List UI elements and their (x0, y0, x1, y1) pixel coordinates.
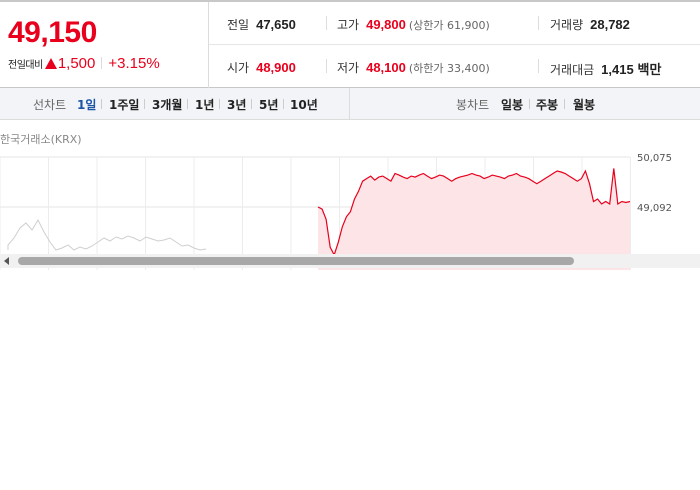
open-label: 시가 (227, 61, 250, 75)
tab-divider (283, 99, 284, 109)
y-tick-label: 50,075 (637, 153, 672, 164)
up-triangle-icon (44, 58, 57, 69)
chart-tabs: 선차트 1일 1주일 3개월 1년 3년 5년 10년 봉차트 일봉 주봉 월봉 (0, 88, 700, 120)
scroll-left-arrow-icon[interactable] (4, 257, 9, 265)
prev-close-value: 47,650 (256, 17, 296, 32)
stock-widget: 49,150 전일대비 1,500 +3.15% 전일 47,650 고가 49,800… (0, 0, 700, 270)
price-box: 49,150 전일대비 1,500 +3.15% (0, 2, 209, 88)
scroll-thumb[interactable] (18, 257, 574, 265)
change-divider (101, 57, 103, 69)
stats-divider (326, 59, 327, 73)
high-stat: 고가 49,800 (상한가 61,900) (337, 16, 490, 33)
low-label: 저가 (337, 61, 360, 75)
tab-3years[interactable]: 3년 (227, 98, 247, 112)
change-rate: +3.15% (108, 55, 160, 72)
candle-chart-tabs: 봉차트 일봉 주봉 월봉 (351, 88, 700, 119)
tab-divider (187, 99, 188, 109)
low-stat: 저가 48,100 (하한가 33,400) (337, 59, 490, 76)
lower-limit: (하한가 33,400) (408, 62, 490, 75)
tab-divider (251, 99, 252, 109)
stats-row-1: 전일 47,650 고가 49,800 (상한가 61,900) 거래량 28,782 (209, 2, 700, 45)
y-tick-label: 49,092 (637, 203, 672, 214)
trade-value-stat: 거래대금 1,415 백만 (550, 59, 661, 78)
tab-divider (564, 99, 565, 109)
stats-divider (538, 16, 539, 30)
volume-stat: 거래량 28,782 (550, 16, 630, 33)
quote-stats: 전일 47,650 고가 49,800 (상한가 61,900) 거래량 28,782 … (209, 2, 700, 88)
tab-divider (101, 99, 102, 109)
upper-limit: (상한가 61,900) (408, 19, 490, 32)
current-price: 49,150 (8, 16, 97, 49)
volume-value: 28,782 (590, 17, 630, 32)
tab-monthly-candle[interactable]: 월봉 (573, 98, 596, 112)
high-value: 49,800 (366, 17, 406, 32)
lower-limit-label: 하한가 (413, 62, 444, 75)
tab-weekly-candle[interactable]: 주봉 (536, 98, 559, 112)
price-line (317, 168, 631, 257)
tab-1week[interactable]: 1주일 (109, 98, 140, 112)
low-value: 48,100 (366, 60, 406, 75)
tab-divider (219, 99, 220, 109)
stats-divider (326, 16, 327, 30)
quote-panel: 49,150 전일대비 1,500 +3.15% 전일 47,650 고가 49,800… (0, 0, 700, 88)
tab-5years[interactable]: 5년 (259, 98, 279, 112)
line-chart-label: 선차트 (33, 98, 67, 112)
change-line: 전일대비 1,500 +3.15% (8, 55, 160, 72)
open-value: 48,900 (256, 60, 296, 75)
tab-1day[interactable]: 1일 (77, 98, 97, 112)
stats-divider (538, 59, 539, 73)
candle-chart-label: 봉차트 (456, 98, 490, 112)
line-chart-tabs: 선차트 1일 1주일 3개월 1년 3년 5년 10년 (0, 88, 350, 119)
tab-3months[interactable]: 3개월 (152, 98, 183, 112)
change-label: 전일대비 (8, 60, 43, 71)
upper-limit-value: 61,900 (447, 19, 486, 32)
tab-divider (529, 99, 530, 109)
prev-close-label: 전일 (227, 18, 250, 32)
prev-close-stat: 전일 47,650 (227, 16, 296, 33)
lower-limit-value: 33,400 (447, 62, 486, 75)
exchange-label: 한국거래소(KRX) (0, 133, 82, 146)
stats-row-2: 시가 48,900 저가 48,100 (하한가 33,400) 거래대금 1,415 … (209, 45, 700, 88)
chart-scrollbar[interactable] (0, 254, 700, 268)
open-stat: 시가 48,900 (227, 59, 296, 76)
change-amount: 1,500 (57, 55, 96, 72)
tab-1year[interactable]: 1년 (195, 98, 215, 112)
volume-label: 거래량 (550, 18, 584, 32)
previous-day-line (7, 218, 207, 251)
tab-divider (144, 99, 145, 109)
price-area (318, 168, 630, 270)
upper-limit-label: 상한가 (413, 19, 444, 32)
trade-value-label: 거래대금 (550, 63, 595, 77)
high-label: 고가 (337, 18, 360, 32)
trade-value-unit: 백만 (637, 62, 662, 77)
tab-daily-candle[interactable]: 일봉 (501, 98, 524, 112)
tab-10years[interactable]: 10년 (290, 98, 318, 112)
trade-value: 1,415 (601, 62, 634, 77)
